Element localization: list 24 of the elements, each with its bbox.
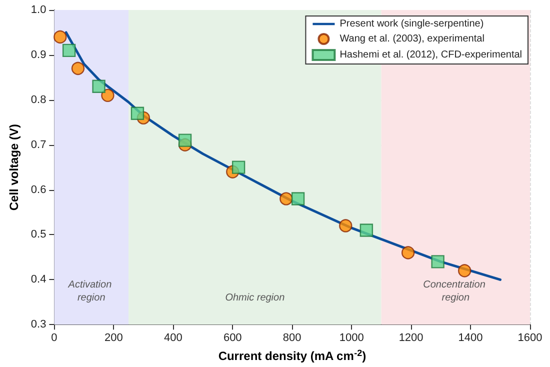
y-tick-label: 0.5 [30, 228, 46, 241]
y-tick-label: 0.9 [30, 48, 46, 61]
legend-label: Wang et al. (2003), experimental [340, 34, 484, 44]
y-tick-label: 0.8 [30, 94, 46, 106]
x-tick-label: 1200 [398, 332, 424, 344]
band-label: Activation region [67, 280, 114, 304]
x-tick-label: 1000 [339, 332, 364, 344]
y-tick-label: 1.0 [30, 4, 46, 16]
band-label: Ohmic region [225, 292, 286, 304]
x-tick-label: 600 [223, 332, 242, 344]
legend-label: Hashemi et al. (2012), CFD-experimental [340, 50, 522, 60]
band-label: Concentration region [423, 280, 488, 304]
y-tick-label: 0.6 [30, 184, 46, 196]
x-tick-label: 1600 [518, 332, 542, 344]
x-tick-label: 200 [104, 332, 123, 344]
y-tick-label: 0.7 [30, 138, 46, 151]
y-tick-label: 0.4 [30, 274, 46, 286]
x-tick-label: 0 [51, 332, 58, 344]
legend-label: Present work (single-serpentine) [340, 18, 484, 30]
x-tick-label: 800 [282, 332, 302, 344]
x-tick-label: 400 [164, 332, 182, 344]
y-tick-label: 0.3 [30, 318, 46, 331]
x-tick-label: 1400 [458, 332, 483, 344]
y-axis-title: Cell voltage (V) [7, 124, 21, 211]
